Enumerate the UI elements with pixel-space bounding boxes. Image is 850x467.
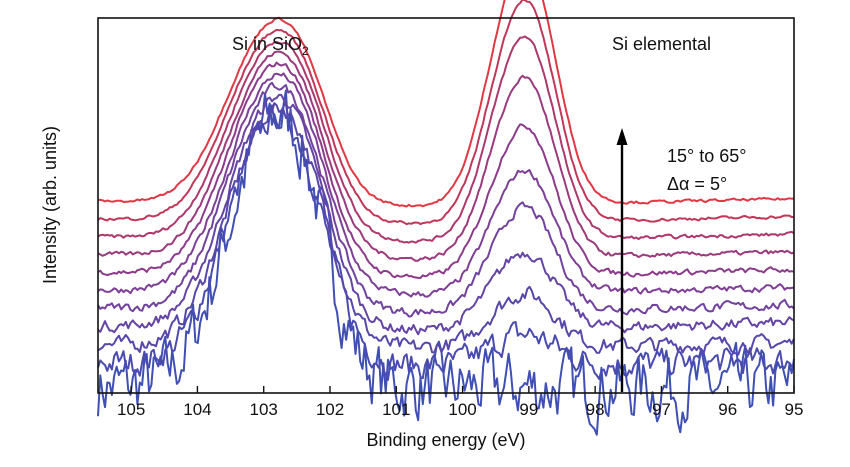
oxide-peak-label-prefix: Si in SiO [232, 34, 302, 54]
plot-frame [97, 17, 795, 394]
x-tick-label: 101 [382, 400, 410, 419]
x-tick-label: 103 [250, 400, 278, 419]
x-tick-label: 96 [718, 400, 737, 419]
x-tick-label: 95 [785, 400, 804, 419]
spectrum-line-30deg [97, 93, 795, 336]
angle-range-label: 15° to 65° [667, 146, 746, 166]
y-axis-title: Intensity (arb. units) [40, 126, 60, 284]
x-tick-label: 104 [183, 400, 211, 419]
spectrum-line-65deg [98, 0, 795, 208]
spectrum-line-25deg [97, 102, 795, 356]
angle-step-label: Δα = 5° [667, 174, 727, 194]
x-tick-label: 100 [448, 400, 476, 419]
x-axis-title: Binding energy (eV) [366, 430, 525, 450]
oxide-peak-label: Si in SiO2 [232, 34, 309, 58]
spectrum-line-40deg [97, 72, 795, 298]
spectrum-line-55deg [97, 35, 795, 244]
spectrum-line-60deg [97, 0, 795, 226]
x-tick-label: 105 [117, 400, 145, 419]
spectrum-line-45deg [97, 61, 795, 279]
spectrum-line-15deg [97, 89, 795, 436]
spectrum-line-50deg [97, 50, 795, 262]
x-tick-label: 99 [519, 400, 538, 419]
spectrum-line-35deg [97, 81, 795, 318]
x-tick-label: 98 [586, 400, 605, 419]
angle-arrow-head [616, 128, 628, 145]
elemental-peak-label: Si elemental [612, 34, 711, 54]
x-tick-label: 97 [652, 400, 671, 419]
x-tick-label: 102 [316, 400, 344, 419]
series-layer [97, 0, 795, 436]
x-axis-ticks: 105 104 103 102 101 100 99 98 97 96 95 [117, 386, 804, 419]
oxide-peak-label-subscript: 2 [302, 44, 309, 58]
spectrum-line-20deg [97, 102, 795, 381]
